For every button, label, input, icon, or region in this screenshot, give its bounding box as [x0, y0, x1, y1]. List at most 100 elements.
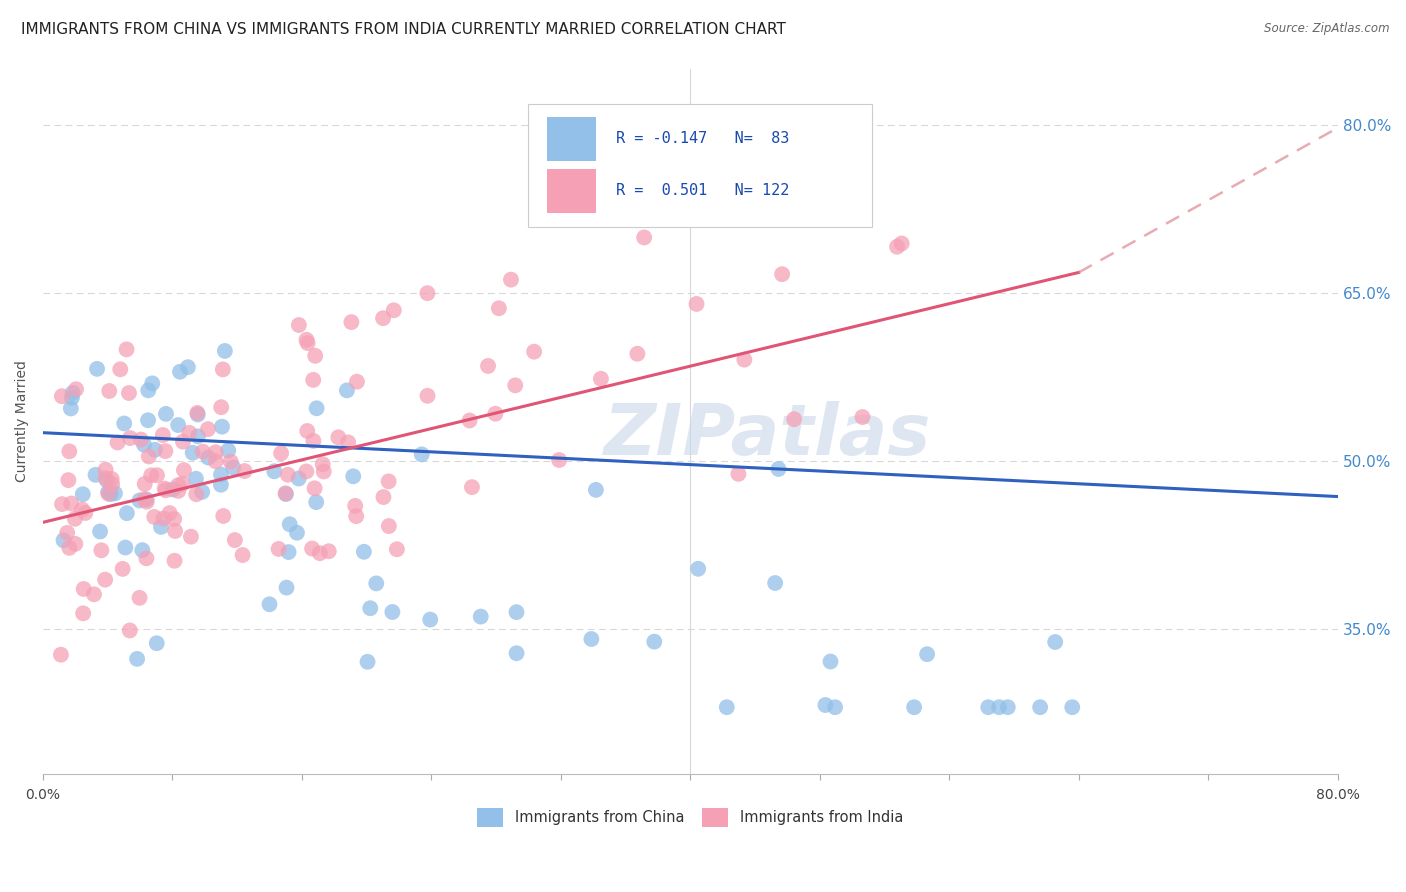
Point — [136, 413, 159, 427]
Text: ZIPatlas: ZIPatlas — [605, 401, 932, 470]
Point — [344, 509, 367, 524]
Point — [287, 471, 309, 485]
Point — [94, 463, 117, 477]
Point — [915, 647, 938, 661]
Point — [503, 378, 526, 392]
Point — [276, 581, 298, 595]
Point — [988, 700, 1011, 714]
Point — [633, 230, 655, 244]
Point — [727, 467, 749, 481]
Point — [197, 422, 219, 436]
Point — [477, 359, 499, 373]
Point — [155, 483, 177, 498]
Point — [165, 524, 187, 538]
Point — [309, 546, 332, 560]
Point — [59, 401, 82, 416]
Point — [328, 430, 350, 444]
Point — [377, 475, 399, 489]
Point — [52, 533, 75, 548]
Point — [302, 434, 325, 448]
Point — [814, 698, 837, 712]
Point — [115, 506, 138, 520]
Point — [366, 576, 388, 591]
Point — [104, 486, 127, 500]
Point — [217, 443, 239, 458]
Point — [302, 373, 325, 387]
Point — [458, 413, 481, 427]
Point — [159, 506, 181, 520]
Text: IMMIGRANTS FROM CHINA VS IMMIGRANTS FROM INDIA CURRENTLY MARRIED CORRELATION CHA: IMMIGRANTS FROM CHINA VS IMMIGRANTS FROM… — [21, 22, 786, 37]
Point — [259, 597, 281, 611]
Bar — [547, 169, 596, 212]
Point — [110, 362, 132, 376]
Point — [129, 433, 152, 447]
Point — [304, 481, 326, 495]
Point — [768, 462, 790, 476]
Point — [101, 477, 124, 491]
Legend: Immigrants from China, Immigrants from India: Immigrants from China, Immigrants from I… — [470, 801, 911, 834]
Point — [72, 487, 94, 501]
Point — [56, 525, 79, 540]
Point — [135, 551, 157, 566]
Point — [167, 417, 190, 432]
Point — [997, 700, 1019, 714]
Text: Source: ZipAtlas.com: Source: ZipAtlas.com — [1264, 22, 1389, 36]
Point — [86, 362, 108, 376]
Point — [1043, 635, 1066, 649]
Point — [342, 469, 364, 483]
Point — [65, 382, 87, 396]
Point — [733, 352, 755, 367]
Point — [385, 542, 408, 557]
Point — [173, 463, 195, 477]
Point — [277, 467, 299, 482]
Point — [318, 544, 340, 558]
Point — [181, 446, 204, 460]
Point — [685, 297, 707, 311]
FancyBboxPatch shape — [529, 103, 872, 227]
Y-axis label: Currently Married: Currently Married — [15, 360, 30, 483]
Point — [70, 502, 93, 516]
Point — [783, 412, 806, 426]
Point — [716, 700, 738, 714]
Point — [107, 435, 129, 450]
Point — [589, 372, 612, 386]
Point — [146, 468, 169, 483]
Point — [233, 464, 256, 478]
Point — [141, 468, 163, 483]
Point — [97, 485, 120, 500]
Point — [134, 476, 156, 491]
Point — [143, 509, 166, 524]
Point — [197, 450, 219, 465]
Point — [51, 389, 73, 403]
Point — [411, 447, 433, 461]
Point — [152, 511, 174, 525]
Point — [135, 494, 157, 508]
Point — [72, 607, 94, 621]
Point — [89, 524, 111, 539]
Point — [128, 493, 150, 508]
Point — [373, 490, 395, 504]
Point — [263, 464, 285, 478]
Point — [136, 384, 159, 398]
Point — [312, 457, 335, 471]
Point — [416, 286, 439, 301]
Point — [214, 343, 236, 358]
Point — [84, 467, 107, 482]
Point — [305, 495, 328, 509]
Point — [163, 554, 186, 568]
Point — [134, 492, 156, 507]
Point — [172, 476, 194, 491]
Point — [270, 446, 292, 460]
Point — [851, 410, 873, 425]
Point — [62, 385, 84, 400]
Point — [305, 401, 328, 416]
Point — [155, 407, 177, 421]
Point — [688, 562, 710, 576]
Point — [184, 472, 207, 486]
Point — [274, 487, 297, 501]
Point — [204, 445, 226, 459]
Point — [890, 236, 912, 251]
Point — [51, 497, 73, 511]
Point — [381, 605, 404, 619]
Point — [49, 648, 72, 662]
